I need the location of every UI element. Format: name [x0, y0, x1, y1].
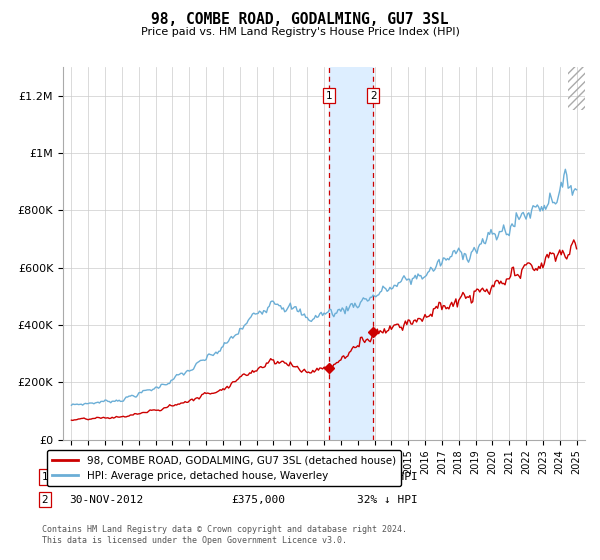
- Text: £250,000: £250,000: [231, 472, 285, 482]
- Text: Price paid vs. HM Land Registry's House Price Index (HPI): Price paid vs. HM Land Registry's House …: [140, 27, 460, 38]
- Text: 53% ↓ HPI: 53% ↓ HPI: [357, 472, 418, 482]
- Legend: 98, COMBE ROAD, GODALMING, GU7 3SL (detached house), HPI: Average price, detache: 98, COMBE ROAD, GODALMING, GU7 3SL (deta…: [47, 450, 401, 486]
- Bar: [568, 67, 585, 110]
- Text: 32% ↓ HPI: 32% ↓ HPI: [357, 494, 418, 505]
- Text: 15-APR-2010: 15-APR-2010: [69, 472, 143, 482]
- Text: £375,000: £375,000: [231, 494, 285, 505]
- Text: 98, COMBE ROAD, GODALMING, GU7 3SL: 98, COMBE ROAD, GODALMING, GU7 3SL: [151, 12, 449, 27]
- Text: 2: 2: [41, 494, 49, 505]
- Text: 1: 1: [41, 472, 49, 482]
- Text: 2: 2: [370, 91, 376, 101]
- Text: Contains HM Land Registry data © Crown copyright and database right 2024.
This d: Contains HM Land Registry data © Crown c…: [42, 525, 407, 545]
- Text: 1: 1: [326, 91, 332, 101]
- Bar: [329, 67, 373, 440]
- Text: 30-NOV-2012: 30-NOV-2012: [69, 494, 143, 505]
